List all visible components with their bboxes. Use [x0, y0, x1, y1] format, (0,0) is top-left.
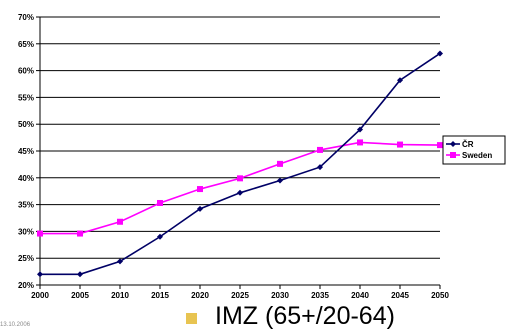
- x-tick-label: 2015: [151, 291, 169, 300]
- legend-label: Sweden: [462, 151, 492, 160]
- data-point: [37, 271, 43, 278]
- series-line: [40, 52, 441, 276]
- series-line: [40, 141, 441, 235]
- data-point: [117, 258, 123, 265]
- x-tick-label: 2035: [311, 291, 329, 300]
- data-point: [237, 175, 243, 182]
- y-tick-label: 65%: [18, 40, 34, 49]
- caption: IMZ (65+/20-64): [186, 302, 395, 331]
- caption-bullet: [186, 313, 197, 324]
- data-point: [450, 141, 456, 147]
- line-chart: 20%25%30%35%40%45%50%55%60%65%70% 2000 20…: [18, 13, 506, 300]
- data-point: [357, 126, 363, 133]
- y-tick-label: 40%: [18, 174, 34, 183]
- data-point: [450, 152, 456, 158]
- data-point: [77, 271, 83, 278]
- y-tick-label: 60%: [18, 67, 34, 76]
- data-point: [317, 146, 323, 153]
- y-tick-label: 70%: [18, 13, 34, 22]
- data-point: [437, 50, 443, 57]
- data-point: [277, 177, 283, 184]
- data-point: [237, 189, 243, 196]
- series-group: [37, 50, 443, 278]
- x-tick-label: 2020: [191, 291, 209, 300]
- data-point: [157, 233, 163, 240]
- y-tick-label: 20%: [18, 281, 34, 290]
- x-tick-label: 2000: [31, 291, 49, 300]
- data-point: [437, 142, 443, 149]
- y-tick-label: 50%: [18, 120, 34, 129]
- x-tick-label: 2045: [391, 291, 409, 300]
- data-point: [77, 230, 83, 237]
- data-point: [37, 230, 43, 237]
- y-tick-label: 25%: [18, 254, 34, 263]
- grid-lines: [39, 16, 440, 286]
- data-point: [197, 186, 203, 193]
- y-tick-label: 45%: [18, 147, 34, 156]
- y-axis-ticks: 20% 25% 30% 35% 40% 45% 50% 55% 60% 65% 70%: [18, 13, 40, 290]
- data-point: [397, 77, 403, 84]
- x-tick-label: 2025: [231, 291, 249, 300]
- legend-box: [442, 135, 506, 165]
- data-point: [117, 218, 123, 225]
- x-axis-ticks: 2000 2005 2010 2015 2020 2025 2030 2035 2040 2045…: [31, 285, 449, 300]
- x-tick-label: 2040: [351, 291, 369, 300]
- data-point: [357, 139, 363, 146]
- x-tick-label: 2005: [71, 291, 89, 300]
- legend: ČR Sweden: [442, 135, 506, 165]
- data-point: [277, 160, 283, 167]
- caption-text: IMZ (65+/20-64): [215, 302, 395, 330]
- data-point: [157, 199, 163, 206]
- data-point: [197, 205, 203, 212]
- legend-label: ČR: [462, 140, 474, 149]
- y-tick-label: 30%: [18, 227, 34, 236]
- data-point: [397, 141, 403, 148]
- x-tick-label: 2030: [271, 291, 289, 300]
- x-tick-label: 2050: [431, 291, 449, 300]
- y-tick-label: 35%: [18, 201, 34, 210]
- y-tick-label: 55%: [18, 93, 34, 102]
- date-stamp: 13.10.2006: [0, 322, 31, 328]
- data-point: [317, 164, 323, 171]
- x-tick-label: 2010: [111, 291, 129, 300]
